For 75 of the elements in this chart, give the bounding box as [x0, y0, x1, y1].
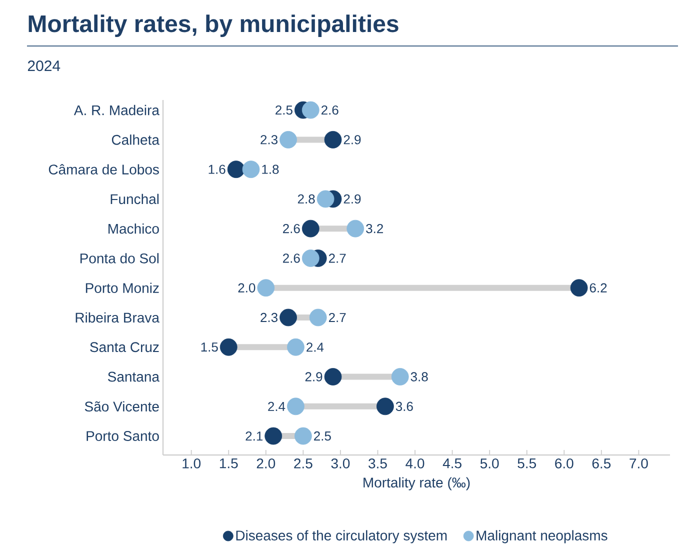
y-tick-label: São Vicente [84, 401, 159, 412]
x-tick-label: 4.0 [406, 458, 424, 468]
chart-title: Mortality rates, by municipalities [28, 14, 398, 37]
point [570, 279, 588, 297]
y-tick-label: Santana [108, 372, 160, 382]
data-label: 2.1 [246, 431, 263, 441]
x-tick-label: 4.5 [442, 458, 462, 468]
x-axis-title: Mortality rate (‰) [364, 477, 470, 490]
x-tick-label: 3.0 [331, 458, 350, 468]
point [220, 338, 238, 356]
data-label: 2.8 [298, 194, 315, 204]
data-label: 2.7 [328, 254, 346, 263]
point [376, 398, 394, 416]
data-label: 2.9 [305, 372, 322, 382]
x-tick-label: 6.0 [555, 458, 574, 468]
data-label: 2.6 [283, 224, 300, 234]
data-label: 2.3 [260, 135, 278, 144]
data-label: 2.6 [321, 105, 338, 115]
x-tick-label: 6.5 [592, 458, 611, 468]
point [324, 130, 342, 148]
data-label: 2.3 [260, 312, 278, 322]
point [264, 427, 282, 445]
y-tick-label: Santa Cruz [90, 342, 159, 352]
data-label: 1.6 [208, 164, 226, 174]
x-tick-label: 2.5 [294, 458, 312, 468]
point [287, 338, 304, 356]
chart-subtitle: 2024 [28, 60, 60, 72]
y-tick-label: Calheta [112, 134, 160, 145]
data-label: 2.4 [306, 342, 324, 352]
legend-label: Diseases of the circulatory system [236, 530, 447, 544]
data-label: 2.9 [344, 135, 361, 144]
x-tick-label: 3.5 [368, 458, 387, 468]
y-tick-label: Ribeira Brava [76, 312, 160, 323]
y-tick-label: Porto Moniz [86, 282, 159, 293]
point [294, 427, 312, 445]
y-tick-label: Porto Santo [86, 431, 159, 441]
data-label: 2.9 [344, 194, 361, 204]
point [302, 220, 320, 238]
x-tick-label: 7.0 [630, 458, 648, 468]
data-label: 1.5 [201, 342, 218, 352]
point [280, 308, 297, 326]
y-tick-label: A. R. Madeira [74, 104, 160, 116]
point [257, 279, 275, 297]
data-label: 3.8 [410, 372, 428, 382]
point [227, 160, 245, 178]
data-label: 2.7 [328, 312, 346, 322]
data-label: 2.4 [268, 402, 286, 411]
data-label: 1.8 [262, 164, 279, 174]
legend-label: Malignant neoplasms [476, 530, 608, 544]
y-tick-label: Funchal [110, 194, 159, 204]
x-tick-label: 5.5 [518, 458, 536, 468]
point [316, 190, 334, 208]
data-label: 2.0 [238, 283, 256, 292]
point [324, 368, 342, 386]
x-tick-label: 1.0 [182, 458, 201, 468]
point [242, 160, 260, 178]
point [302, 250, 320, 267]
point [309, 308, 327, 326]
x-tick-label: 1.5 [220, 458, 238, 468]
data-label: 6.2 [590, 283, 607, 292]
data-label: 3.2 [366, 224, 383, 234]
x-tick-label: 2.0 [256, 458, 276, 468]
data-label: 2.5 [276, 105, 292, 115]
point [346, 220, 364, 238]
y-tick-label: Ponta do Sol [80, 253, 159, 264]
point [391, 368, 409, 386]
data-label: 2.6 [283, 254, 300, 263]
data-label: 3.6 [396, 402, 413, 411]
point [302, 101, 320, 119]
point [280, 130, 297, 148]
data-label: 2.5 [314, 431, 331, 441]
y-tick-label: Câmara de Lobos [48, 164, 159, 174]
x-tick-label: 5.0 [480, 458, 499, 468]
y-tick-label: Machico [108, 223, 159, 234]
point [287, 398, 304, 416]
